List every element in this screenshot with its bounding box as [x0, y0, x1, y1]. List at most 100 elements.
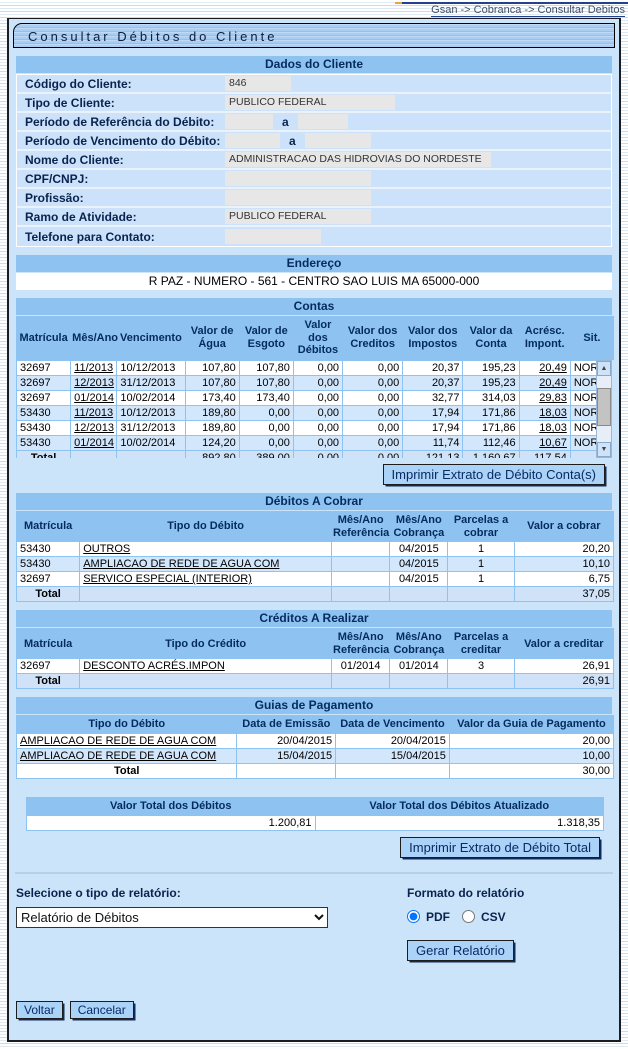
cell: 53430 [17, 405, 71, 420]
tipo-debito-link[interactable]: OUTROS [80, 542, 332, 557]
cell: 173,40 [239, 390, 293, 405]
cpf-cnpj-field [225, 171, 371, 186]
cell: 3 [448, 659, 514, 674]
col-header-mes-ano-referencia: Mês/Ano Referência [332, 511, 389, 542]
cell: NOR [570, 390, 597, 405]
pdf-radio[interactable] [407, 910, 420, 924]
cell: 0,00 [343, 405, 403, 420]
tipo-debito-link[interactable]: AMPLIACAO DE REDE DE AGUA COM [80, 557, 332, 572]
client-fields: Código do Cliente: 846 Tipo de Cliente: … [16, 74, 612, 247]
table-row: 53430 AMPLIACAO DE REDE DE AGUA COM 04/201… [17, 557, 613, 572]
profissao-field [225, 190, 371, 205]
client-data-title: Dados do Cliente [16, 56, 612, 73]
field-row-periodo-referencia: Período de Referência do Débito: a [17, 113, 611, 132]
report-type-label: Selecione o tipo de relatório: [16, 885, 181, 900]
col-header-valor-agua: Valor de Água [185, 317, 239, 359]
nome-cliente-label: Nome do Cliente: [25, 152, 124, 167]
scroll-track[interactable] [597, 375, 611, 442]
cell: NOR [570, 435, 597, 450]
cell: 0,00 [343, 360, 403, 375]
cell [332, 542, 390, 557]
cell: 195,23 [463, 375, 519, 390]
endereco-title: Endereço [16, 255, 612, 272]
acresc-link[interactable]: 10,67 [519, 435, 570, 450]
scroll-up-icon[interactable]: ▲ [597, 360, 611, 376]
voltar-button[interactable]: Voltar [16, 1000, 63, 1019]
cell [332, 557, 390, 572]
contas-scrollbar[interactable]: ▲ ▼ [596, 359, 612, 458]
cancelar-button[interactable]: Cancelar [69, 1000, 134, 1019]
cell: 31/12/2013 [117, 375, 185, 390]
report-format-block: Formato do relatório PDF CSV Gerar Relat… [401, 886, 612, 961]
topbar: Gsan -> Cobranca -> Consultar Debitos [0, 0, 628, 18]
cell: 107,80 [185, 360, 239, 375]
acresc-link[interactable]: 20,49 [519, 375, 570, 390]
cell: 20/04/2015 [237, 734, 336, 749]
periodo-vencimento-from-field [225, 133, 280, 148]
mes-ano-link[interactable]: 01/2014 [71, 390, 117, 405]
gerar-relatorio-button[interactable]: Gerar Relatório [407, 939, 514, 961]
client-data-section: Dados do Cliente Código do Cliente: 846 … [16, 56, 612, 247]
cell: 10,10 [514, 557, 613, 572]
cell: 32697 [17, 375, 71, 390]
imprimir-extrato-contas-button[interactable]: Imprimir Extrato de Débito Conta(s) [382, 463, 605, 485]
mes-ano-link[interactable]: 12/2013 [71, 375, 117, 390]
cell: 32,77 [403, 390, 463, 405]
mes-ano-link[interactable]: 12/2013 [71, 420, 117, 435]
col-header-mes-ano: Mês/Ano [71, 317, 118, 359]
totais-table: Valor Total dos Débitos Valor Total dos … [26, 797, 604, 831]
csv-radio[interactable] [462, 910, 475, 924]
cell [448, 674, 514, 689]
col-header-matricula: Matrícula [17, 511, 80, 542]
cell [390, 587, 448, 602]
report-type-select[interactable]: Relatório de Débitos [16, 906, 328, 928]
col-header-tipo-credito: Tipo do Crédito [80, 629, 332, 659]
telefone-contato-field [225, 229, 321, 244]
debitos-total-row: Total 37,05 [17, 587, 613, 602]
mes-ano-link[interactable]: 11/2013 [71, 405, 117, 420]
cell: 53430 [17, 557, 80, 572]
tipo-debito-link[interactable]: AMPLIACAO DE REDE DE AGUA COM [17, 749, 237, 764]
col-header-mes-ano-cobranca: Mês/Ano Cobrança [390, 629, 448, 659]
tipo-debito-link[interactable]: SERVICO ESPECIAL (INTERIOR) [80, 572, 332, 587]
table-row: 53430 12/2013 31/12/2013 189,80 0,00 0,00 0,00… [17, 420, 597, 435]
tipo-credito-link[interactable]: DESCONTO ACRÉS.IMPON [80, 659, 332, 674]
tipo-debito-link[interactable]: AMPLIACAO DE REDE DE AGUA COM [17, 734, 237, 749]
breadcrumb[interactable]: Gsan -> Cobranca -> Consultar Debitos [431, 4, 625, 17]
acresc-link[interactable]: 18,03 [519, 405, 570, 420]
col-header-valor-cobrar: Valor a cobrar [514, 511, 613, 542]
table-row: 32697 11/2013 10/12/2013 107,80 107,80 0,00 0,… [17, 360, 597, 375]
acresc-link[interactable]: 18,03 [519, 420, 570, 435]
cell: 0,00 [293, 390, 343, 405]
cell: NOR [570, 420, 597, 435]
totais-section: Valor Total dos Débitos Valor Total dos … [16, 797, 612, 858]
mes-ano-link[interactable]: 01/2014 [71, 435, 117, 450]
acresc-link[interactable]: 20,49 [519, 360, 570, 375]
periodo-referencia-to-field [297, 114, 348, 129]
cell [570, 450, 597, 458]
scroll-thumb[interactable] [597, 387, 611, 427]
imprimir-extrato-total-button[interactable]: Imprimir Extrato de Débito Total [400, 836, 600, 858]
cell [117, 450, 185, 458]
acresc-link[interactable]: 29,83 [519, 390, 570, 405]
col-header-vencimento: Vencimento [117, 317, 185, 359]
range-separator: a [289, 133, 296, 148]
report-format-label: Formato do relatório [407, 885, 525, 900]
cell: 20,37 [403, 360, 463, 375]
cell: 0,00 [293, 375, 343, 390]
codigo-cliente-label: Código do Cliente: [25, 76, 132, 91]
csv-radio-label: CSV [481, 909, 506, 924]
cell: 389,00 [239, 450, 293, 458]
scroll-down-icon[interactable]: ▼ [597, 441, 611, 457]
total-label: Total [17, 450, 71, 458]
contas-print-row: Imprimir Extrato de Débito Conta(s) [16, 463, 605, 485]
cell: 10/02/2014 [117, 390, 185, 405]
cell: 171,86 [463, 405, 519, 420]
col-header-valor-creditos: Valor dos Creditos [343, 317, 403, 359]
cell: 0,00 [293, 435, 343, 450]
field-row-ramo: Ramo de Atividade: PUBLICO FEDERAL [17, 208, 611, 227]
cell: 1 [448, 542, 514, 557]
cell: 10/02/2014 [117, 435, 185, 450]
mes-ano-link[interactable]: 11/2013 [71, 360, 117, 375]
cell: 0,00 [239, 405, 293, 420]
